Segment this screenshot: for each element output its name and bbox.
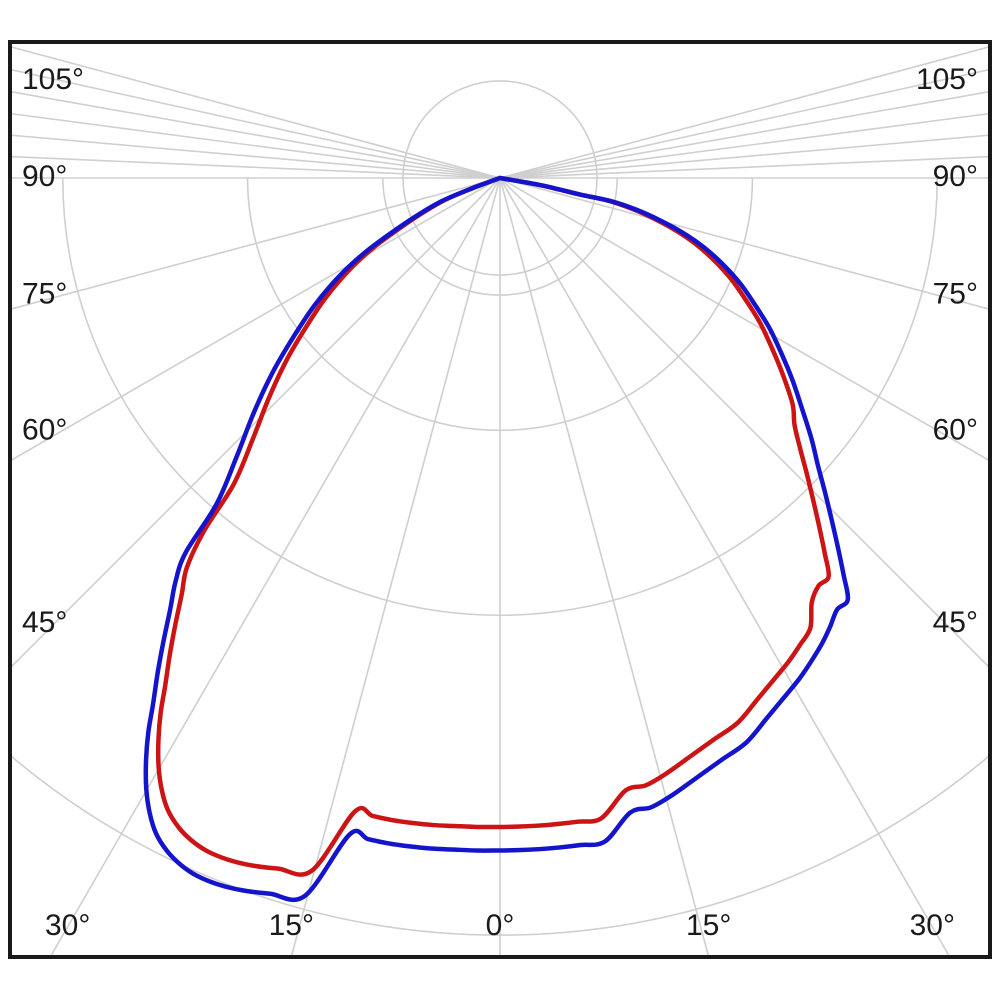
svg-text:90°: 90° <box>22 160 67 193</box>
svg-text:60°: 60° <box>933 414 978 447</box>
svg-text:75°: 75° <box>22 278 67 311</box>
svg-text:30°: 30° <box>45 909 90 942</box>
svg-text:15°: 15° <box>686 909 731 942</box>
svg-text:75°: 75° <box>933 278 978 311</box>
svg-text:105°: 105° <box>22 63 84 96</box>
svg-text:0°: 0° <box>486 909 515 942</box>
svg-text:30°: 30° <box>910 909 955 942</box>
svg-text:15°: 15° <box>269 909 314 942</box>
svg-text:60°: 60° <box>22 414 67 447</box>
svg-text:105°: 105° <box>916 63 978 96</box>
svg-text:45°: 45° <box>22 606 67 639</box>
svg-text:45°: 45° <box>933 606 978 639</box>
svg-text:90°: 90° <box>933 160 978 193</box>
